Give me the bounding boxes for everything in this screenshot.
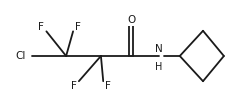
Text: F: F <box>71 81 77 91</box>
Text: H: H <box>155 62 162 72</box>
Text: O: O <box>126 15 135 25</box>
Text: Cl: Cl <box>16 51 26 61</box>
Text: F: F <box>74 22 80 32</box>
Text: N: N <box>154 44 162 54</box>
Text: F: F <box>104 81 110 91</box>
Text: F: F <box>37 22 43 32</box>
